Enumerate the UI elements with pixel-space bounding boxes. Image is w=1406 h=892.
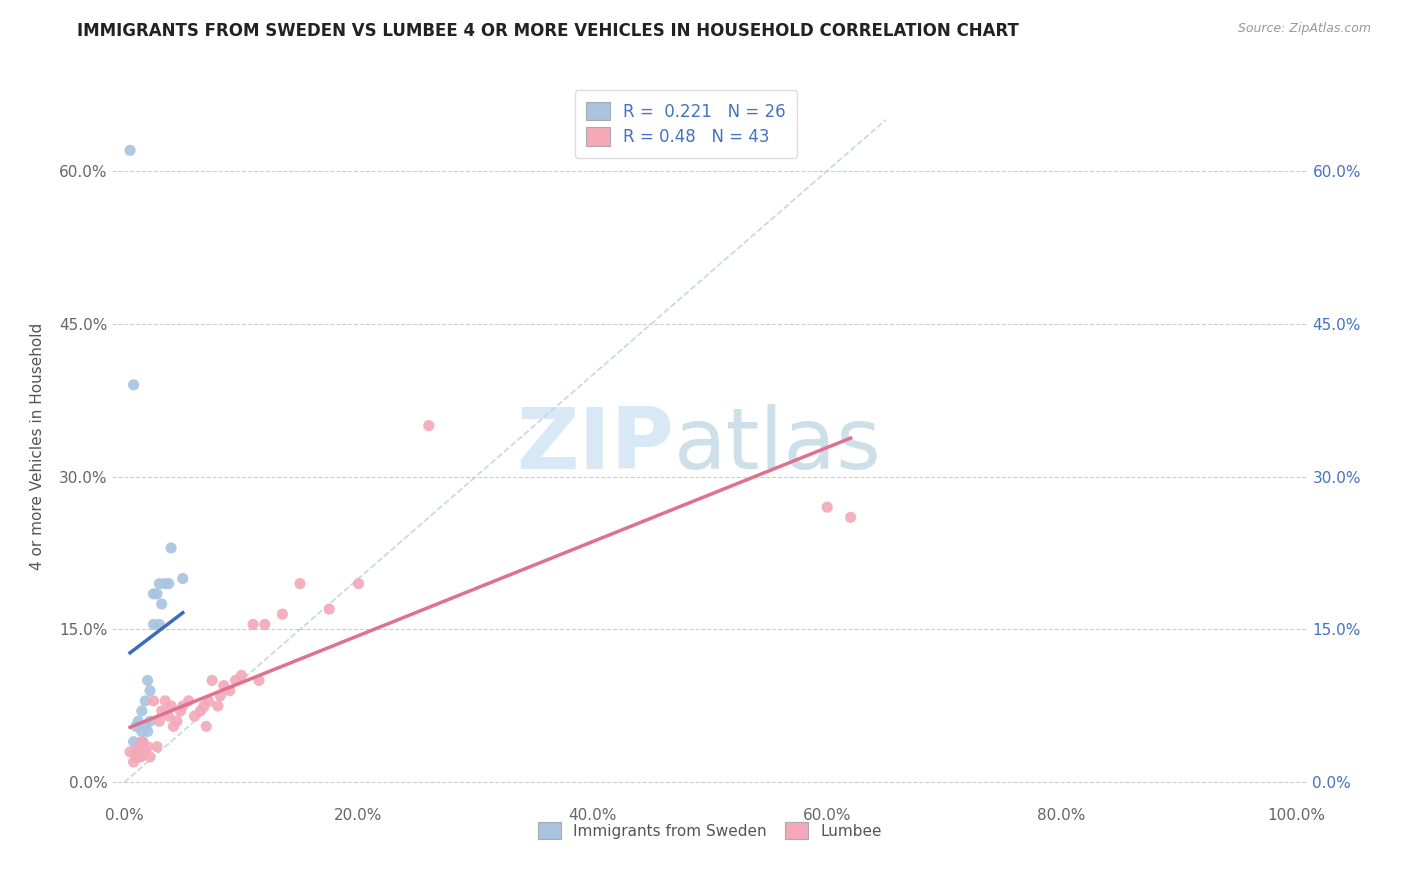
Point <box>839 510 862 524</box>
Point <box>127 739 149 754</box>
Point <box>218 683 240 698</box>
Point <box>132 734 155 748</box>
Point <box>172 698 194 713</box>
Point <box>155 576 177 591</box>
Point <box>139 714 162 729</box>
Point <box>134 719 156 733</box>
Point <box>169 704 191 718</box>
Point <box>139 683 162 698</box>
Point <box>125 750 148 764</box>
Point <box>142 587 165 601</box>
Point <box>815 500 838 515</box>
Point <box>131 724 153 739</box>
Point <box>131 704 153 718</box>
Point <box>160 698 183 713</box>
Point <box>288 576 311 591</box>
Point <box>231 668 253 682</box>
Point <box>155 694 177 708</box>
Point <box>125 719 148 733</box>
Point <box>318 602 340 616</box>
Point <box>162 719 184 733</box>
Point <box>122 377 145 392</box>
Point <box>177 694 200 708</box>
Point <box>195 719 218 733</box>
Point <box>157 576 180 591</box>
Point <box>134 745 156 759</box>
Point <box>122 755 145 769</box>
Y-axis label: 4 or more Vehicles in Household: 4 or more Vehicles in Household <box>31 322 45 570</box>
Point <box>136 724 159 739</box>
Point <box>125 745 148 759</box>
Text: ZIP: ZIP <box>516 404 675 488</box>
Point <box>150 704 173 718</box>
Point <box>188 704 212 718</box>
Point <box>212 679 235 693</box>
Point <box>347 576 370 591</box>
Point <box>201 673 224 688</box>
Point <box>271 607 294 622</box>
Point <box>172 572 194 586</box>
Point <box>142 694 165 708</box>
Point <box>197 694 219 708</box>
Point <box>134 694 156 708</box>
Point <box>127 714 149 729</box>
Point <box>136 673 159 688</box>
Point <box>136 739 159 754</box>
Point <box>166 714 188 729</box>
Point <box>148 617 170 632</box>
Point <box>120 144 141 158</box>
Point <box>193 698 215 713</box>
Point <box>247 673 270 688</box>
Point <box>148 714 170 729</box>
Point <box>418 418 440 433</box>
Point <box>150 597 173 611</box>
Point <box>142 617 165 632</box>
Point <box>128 750 150 764</box>
Point <box>209 689 232 703</box>
Legend: Immigrants from Sweden, Lumbee: Immigrants from Sweden, Lumbee <box>531 816 889 845</box>
Point <box>253 617 276 632</box>
Point <box>146 587 169 601</box>
Point <box>146 739 169 754</box>
Point <box>120 745 141 759</box>
Point <box>242 617 264 632</box>
Point <box>160 541 183 555</box>
Point <box>122 734 145 748</box>
Text: Source: ZipAtlas.com: Source: ZipAtlas.com <box>1237 22 1371 36</box>
Point <box>207 698 229 713</box>
Point <box>157 709 180 723</box>
Point <box>148 576 170 591</box>
Point <box>131 734 153 748</box>
Text: IMMIGRANTS FROM SWEDEN VS LUMBEE 4 OR MORE VEHICLES IN HOUSEHOLD CORRELATION CHA: IMMIGRANTS FROM SWEDEN VS LUMBEE 4 OR MO… <box>77 22 1019 40</box>
Point <box>225 673 247 688</box>
Point <box>129 750 152 764</box>
Text: atlas: atlas <box>675 404 882 488</box>
Point <box>139 750 162 764</box>
Point <box>183 709 205 723</box>
